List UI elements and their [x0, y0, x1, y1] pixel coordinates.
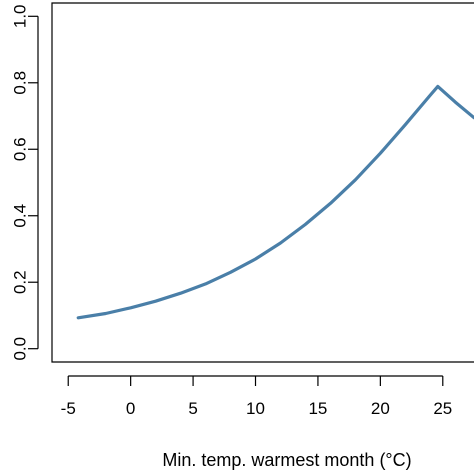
y-tick-label: 1.0 [11, 4, 30, 28]
y-tick-label: 0.2 [11, 270, 30, 294]
y-tick-label: 0.8 [11, 71, 30, 95]
series-layer [76, 84, 474, 320]
plot-frame [51, 2, 474, 363]
x-axis-title: Min. temp. warmest month (°C) [162, 450, 411, 470]
y-tick-label: 0.4 [11, 204, 30, 228]
series-line-1 [76, 84, 474, 320]
x-tick-label: 15 [308, 399, 327, 418]
y-axis: 0.0 0.2 0.4 0.6 0.8 1.0 [11, 4, 39, 361]
x-axis: -5 0 5 10 15 20 25 [61, 375, 452, 418]
y-tick-label: 0.0 [11, 337, 30, 361]
plot-area [51, 2, 474, 363]
x-tick-label: 20 [371, 399, 390, 418]
x-tick-label: -5 [61, 399, 76, 418]
x-tick-label: 5 [188, 399, 197, 418]
y-tick-label: 0.6 [11, 137, 30, 161]
x-tick-label: 10 [246, 399, 265, 418]
x-tick-label: 25 [433, 399, 452, 418]
x-tick-label: 0 [126, 399, 135, 418]
